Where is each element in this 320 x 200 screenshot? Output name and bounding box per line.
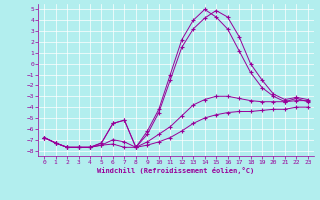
X-axis label: Windchill (Refroidissement éolien,°C): Windchill (Refroidissement éolien,°C): [97, 167, 255, 174]
